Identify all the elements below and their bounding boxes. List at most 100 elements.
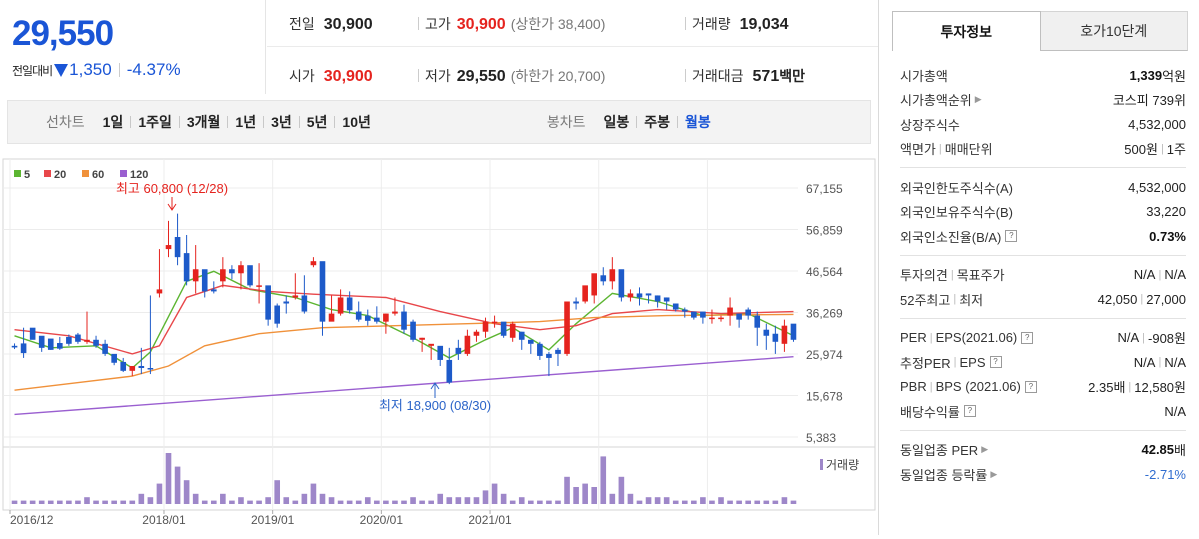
listed-shares-value: 4,532,000: [1128, 116, 1186, 132]
period-1w[interactable]: 1주일: [138, 114, 172, 130]
candle-body: [672, 303, 679, 310]
par-unit: 액면가 | 매매단위: [900, 139, 993, 158]
info-row: 액면가 | 매매단위 500원 | 1주: [900, 137, 1186, 162]
info-row: 시가총액 1,339 억원: [900, 63, 1186, 88]
help-icon[interactable]: ?: [989, 356, 1002, 369]
candle-body: [618, 269, 625, 298]
candle-body: [174, 236, 181, 258]
volume-bar: [102, 500, 108, 504]
industry-per[interactable]: 동일업종 PER ▶: [900, 440, 988, 459]
help-icon[interactable]: ?: [1021, 331, 1034, 344]
divider: |: [1160, 142, 1164, 155]
volume-bar: [392, 500, 398, 504]
volume-bar: [401, 500, 407, 504]
help-icon[interactable]: ?: [963, 405, 976, 418]
industry-rate-wrap: -2.71%: [1145, 467, 1186, 482]
week52-values: 42,050 | 27,000: [1098, 292, 1186, 307]
candle-body: [564, 301, 570, 354]
x-tick-label: 2018/01: [142, 513, 186, 527]
price-chart[interactable]: 거래량 67,155 56,859 46,564 36,269 25,974 15,678…: [0, 158, 879, 535]
volume-bar: [482, 490, 489, 504]
candle-body: [256, 285, 262, 287]
volume-bar: [292, 500, 299, 504]
volume-bar: [274, 480, 281, 504]
candle-body: [573, 301, 579, 304]
foreign-hold-value: 33,220: [1146, 204, 1186, 220]
candle-body: [727, 307, 733, 316]
industry-rate-label[interactable]: 동일업종 등락률: [900, 467, 988, 483]
legend-swatch-60: [82, 170, 89, 177]
help-icon[interactable]: ?: [1024, 380, 1037, 393]
candle-body: [772, 333, 779, 342]
divider: |: [929, 380, 933, 393]
stock-summary-panel: 29,550 전일대비 1,350 -4.37% 전일 30,900 고가 30…: [0, 0, 879, 535]
volume-bar: [781, 497, 788, 504]
candle-body: [57, 343, 63, 349]
volume-bar: [654, 497, 661, 504]
volume-bar: [229, 500, 235, 504]
candle-body: [238, 265, 244, 274]
market-cap-rank-label[interactable]: 시가총액순위: [900, 93, 972, 109]
low-label: 저가: [425, 68, 451, 84]
tab-investment-info[interactable]: 투자정보: [892, 11, 1041, 51]
industry-per-label[interactable]: 동일업종 PER: [900, 443, 979, 459]
help-icon[interactable]: ?: [1005, 230, 1018, 243]
volume-bar: [691, 500, 697, 504]
volume-bar: [718, 497, 724, 504]
period-1y[interactable]: 1년: [235, 114, 257, 130]
volume-bar: [772, 500, 779, 504]
volume-bar: [374, 500, 380, 504]
candle-body: [147, 368, 154, 370]
divider: |: [1140, 293, 1144, 306]
industry-rate[interactable]: 동일업종 등락률 ▶: [900, 465, 997, 484]
candle-body: [84, 339, 90, 342]
market-cap-rank[interactable]: 시가총액순위 ▶: [900, 90, 982, 109]
volume-legend-swatch: [820, 459, 823, 470]
info-section-market: 시가총액 1,339 억원 시가총액순위 ▶ 코스피 739위 상장주식수 4,…: [900, 63, 1186, 167]
week52-high-label: 52주최고: [900, 292, 951, 308]
open-label: 시가: [289, 68, 315, 84]
period-3m[interactable]: 3개월: [186, 114, 221, 130]
volume-bar: [736, 500, 742, 504]
volume-bar: [790, 500, 797, 504]
per-label: PER: [900, 330, 927, 346]
industry-per-values: 42.85 배: [1141, 440, 1186, 459]
period-10y[interactable]: 10년: [342, 114, 371, 130]
candle-body: [210, 289, 217, 292]
foreign-rate-wrap: 0.73%: [1149, 229, 1186, 244]
divider: |: [953, 356, 957, 369]
divider: [334, 116, 336, 128]
volume-bar: [256, 500, 262, 504]
candle-body: [636, 293, 643, 298]
volume-bar: [509, 500, 516, 504]
candle-body: [546, 353, 552, 358]
info-row: 시가총액순위 ▶ 코스피 739위: [900, 88, 1186, 113]
opinion-value: N/A: [1133, 267, 1156, 283]
est-per-value: N/A: [1133, 354, 1156, 370]
candle-body: [310, 261, 317, 266]
period-5y[interactable]: 5년: [306, 114, 328, 130]
candle-body: [129, 365, 136, 371]
min-arrow-icon: [430, 382, 440, 390]
period-1d[interactable]: 1일: [102, 114, 124, 130]
candle-weekly[interactable]: 주봉: [644, 114, 671, 130]
candle-daily[interactable]: 일봉: [603, 114, 630, 130]
industry-per-unit: 배: [1174, 443, 1186, 459]
volume-bar: [247, 500, 253, 504]
dividend-yield-value: N/A: [1164, 403, 1186, 419]
candle-monthly[interactable]: 월봉: [685, 114, 711, 130]
quote-table: 전일 30,900 고가 30,900 (상한가 38,400) 거래량 19,…: [267, 0, 878, 94]
volume-bar: [355, 500, 362, 504]
tab-order-book[interactable]: 호가10단계: [1040, 11, 1188, 51]
info-section-industry: 동일업종 PER ▶ 42.85 배 동일업종 등락률 ▶ -2.71%: [900, 429, 1186, 493]
divider: [130, 116, 132, 128]
candle-body: [165, 245, 172, 250]
period-3y[interactable]: 3년: [271, 114, 292, 130]
candlestick-chart[interactable]: 거래량 67,155 56,859 46,564 36,269 25,974 15,678…: [0, 158, 879, 535]
info-section-foreign: 외국인한도주식수(A) 4,532,000 외국인보유주식수(B) 33,220…: [900, 167, 1186, 255]
foreign-rate-label: 외국인소진율(B/A): [900, 229, 1002, 245]
volume: 거래량 19,034: [692, 14, 789, 34]
volume-bar: [29, 500, 36, 504]
candle-body: [627, 293, 634, 298]
low-value: 29,550: [456, 68, 506, 85]
